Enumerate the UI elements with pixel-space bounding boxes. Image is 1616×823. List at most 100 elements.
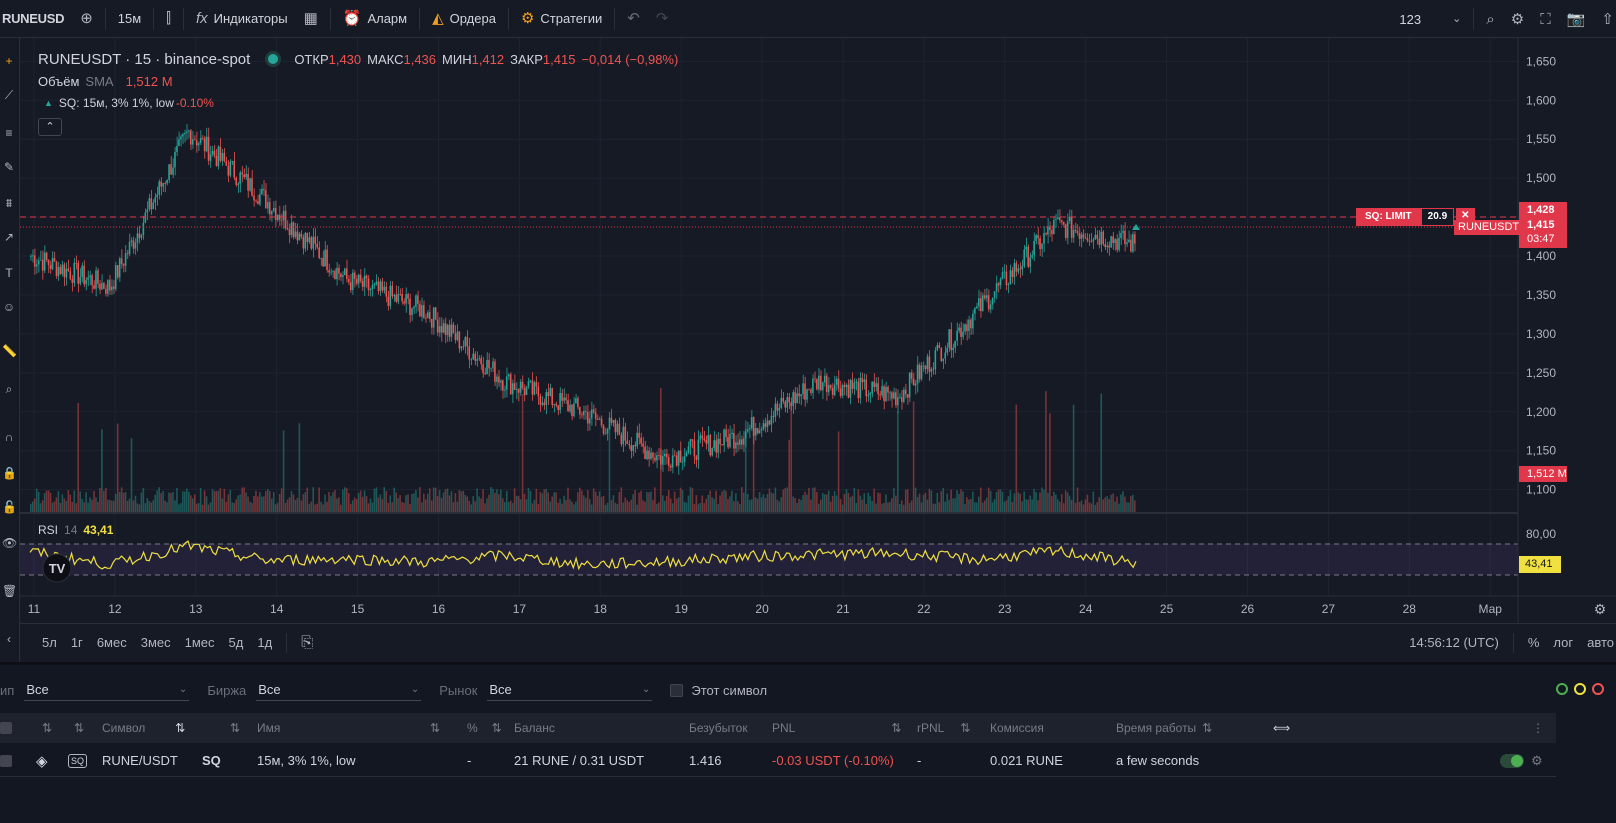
- candle: [946, 347, 948, 353]
- candle: [1003, 271, 1006, 273]
- alert-button[interactable]: ⏰ Аларм: [335, 0, 415, 38]
- volume-bar: [417, 497, 419, 513]
- pattern-icon[interactable]: ⩩: [5, 196, 13, 210]
- publish-button[interactable]: ⇧: [1593, 0, 1616, 38]
- table-row[interactable]: ◈ SQ RUNE/USDT SQ 15м, 3% 1%, low - 21 R…: [0, 745, 1556, 777]
- text-icon[interactable]: T: [5, 266, 13, 280]
- price-chart[interactable]: 1,6501,6001,5501,5001,4501,4001,3501,300…: [20, 38, 1616, 623]
- price-axis[interactable]: 1,6501,6001,5501,5001,4501,4001,3501,300…: [1526, 54, 1556, 496]
- trendline-icon[interactable]: ⟋: [4, 88, 14, 102]
- volume-bar: [652, 499, 654, 513]
- range-button[interactable]: 1мес: [184, 635, 215, 650]
- templates-button[interactable]: ▦: [296, 0, 326, 38]
- volume-bar: [991, 502, 994, 513]
- column-resize-icon[interactable]: ⟺: [1273, 721, 1291, 735]
- ruler-icon[interactable]: 📏: [2, 344, 17, 358]
- pnl-header[interactable]: PNL ⇅: [772, 713, 901, 743]
- magnet-icon[interactable]: ∩: [4, 430, 14, 444]
- crosshair-icon[interactable]: +: [5, 54, 13, 68]
- rpnl-header[interactable]: rPNL ⇅: [917, 713, 970, 743]
- rsi-legend[interactable]: RSI 14 43,41: [38, 523, 113, 537]
- market-filter-select[interactable]: Все ⌄: [487, 679, 653, 701]
- percent-toggle[interactable]: %: [1527, 635, 1540, 650]
- candle: [934, 350, 937, 370]
- settings-button[interactable]: ⚙: [1503, 0, 1532, 38]
- order-tag[interactable]: SQ: LIMIT 20.9 ✕: [1356, 208, 1475, 226]
- eye-icon[interactable]: 👁: [2, 536, 18, 550]
- fib-icon[interactable]: ≡: [5, 126, 13, 140]
- legend-collapse-button[interactable]: ⌃: [38, 118, 62, 136]
- range-button[interactable]: 5д: [228, 635, 244, 650]
- prediction-icon[interactable]: ↗: [3, 230, 15, 244]
- exchange-filter-select[interactable]: Все ⌄: [256, 679, 422, 701]
- candle: [592, 409, 595, 413]
- zoom-icon[interactable]: ⌕: [5, 382, 13, 396]
- balance-header[interactable]: Баланс: [514, 713, 555, 743]
- range-button[interactable]: 3мес: [140, 635, 171, 650]
- indicators-button[interactable]: fx Индикаторы: [188, 0, 296, 38]
- this-symbol-checkbox[interactable]: [670, 683, 684, 697]
- auto-toggle[interactable]: авто: [1587, 635, 1614, 650]
- goto-date-button[interactable]: ⎘: [301, 634, 313, 651]
- interval-button[interactable]: 15м: [110, 0, 149, 38]
- strategy-toggle[interactable]: [1500, 745, 1524, 776]
- volume-bar: [170, 492, 172, 513]
- symbol-header[interactable]: Символ ⇅: [102, 713, 185, 743]
- layout-select[interactable]: 123 ⌄: [1391, 0, 1469, 38]
- row-symbol[interactable]: RUNE/USDT: [102, 753, 178, 768]
- candle: [758, 430, 761, 434]
- sort-icon[interactable]: ⇅: [74, 721, 85, 735]
- lock-icon[interactable]: 🔓: [2, 500, 17, 514]
- volume-bar: [952, 498, 954, 513]
- volume-bar: [207, 504, 210, 513]
- time-tick: 21: [836, 602, 850, 616]
- trash-icon[interactable]: 🗑: [2, 584, 18, 598]
- sort-icon[interactable]: ⇅: [230, 721, 241, 735]
- sort-icon[interactable]: ⇅: [42, 721, 53, 735]
- range-button[interactable]: 5л: [42, 635, 57, 650]
- candle: [454, 333, 457, 340]
- breakeven-header[interactable]: Безубыток: [689, 713, 748, 743]
- uptime-header[interactable]: Время работы ⇅: [1116, 713, 1212, 743]
- range-button[interactable]: 1г: [70, 635, 83, 650]
- row-checkbox[interactable]: [0, 745, 12, 776]
- candle: [312, 236, 314, 249]
- quick-search-button[interactable]: ⌕: [1478, 0, 1502, 38]
- redo-button[interactable]: ↷: [648, 0, 677, 38]
- sq-legend[interactable]: ▲ SQ: 15м, 3% 1%, low -0.10%: [38, 92, 678, 114]
- type-filter-select[interactable]: Все ⌄: [24, 679, 190, 701]
- range-button[interactable]: 1д: [257, 635, 273, 650]
- paused-filter-icon[interactable]: [1574, 683, 1586, 695]
- stopped-filter-icon[interactable]: [1592, 683, 1604, 695]
- name-header[interactable]: Имя: [257, 713, 280, 743]
- more-menu-icon[interactable]: ⋮: [1532, 721, 1544, 735]
- fullscreen-button[interactable]: ⛶: [1532, 0, 1559, 38]
- percent-header[interactable]: % ⇅: [467, 713, 502, 743]
- undo-button[interactable]: ↶: [619, 0, 648, 38]
- orders-button[interactable]: ◭ Ордера: [424, 0, 504, 38]
- log-toggle[interactable]: лог: [1553, 635, 1574, 650]
- strategies-button[interactable]: ⚙ Стратегии: [513, 0, 610, 38]
- lock-drawings-icon[interactable]: 🔒: [2, 466, 17, 480]
- range-button[interactable]: 6мес: [96, 635, 127, 650]
- emoji-icon[interactable]: ☺: [2, 300, 16, 314]
- symbol-search[interactable]: RUNEUSD: [0, 0, 72, 38]
- row-settings-icon[interactable]: ⚙: [1531, 752, 1543, 768]
- volume-bar: [563, 495, 565, 513]
- snapshot-button[interactable]: 📷: [1559, 0, 1594, 38]
- select-all-checkbox[interactable]: [0, 713, 12, 743]
- sort-icon[interactable]: ⇅: [430, 721, 441, 735]
- volume-legend[interactable]: Объём SMA 1,512 M: [38, 70, 678, 92]
- main-series-legend[interactable]: RUNEUSDT · 15 · binance-spot ОТКР 1,430 М…: [38, 48, 678, 70]
- chart-area[interactable]: 1,6501,6001,5501,5001,4501,4001,3501,300…: [20, 38, 1616, 623]
- commission-header[interactable]: Комиссия: [990, 713, 1044, 743]
- collapse-panel-icon[interactable]: ‹: [7, 632, 11, 646]
- chart-type-button[interactable]: ⫿: [158, 0, 179, 38]
- time-axis[interactable]: 11 12 13 14 15 16 17 18 19 20 21 22 23 24 25 26 27 28 Мар ⚙: [28, 601, 1607, 617]
- axis-settings-icon[interactable]: ⚙: [1594, 601, 1607, 617]
- running-filter-icon[interactable]: [1556, 683, 1568, 695]
- brush-icon[interactable]: ✎: [3, 160, 15, 174]
- add-symbol-button[interactable]: ⊕: [72, 0, 101, 38]
- clock[interactable]: 14:56:12 (UTC): [1409, 635, 1499, 650]
- volume-bar: [391, 502, 393, 513]
